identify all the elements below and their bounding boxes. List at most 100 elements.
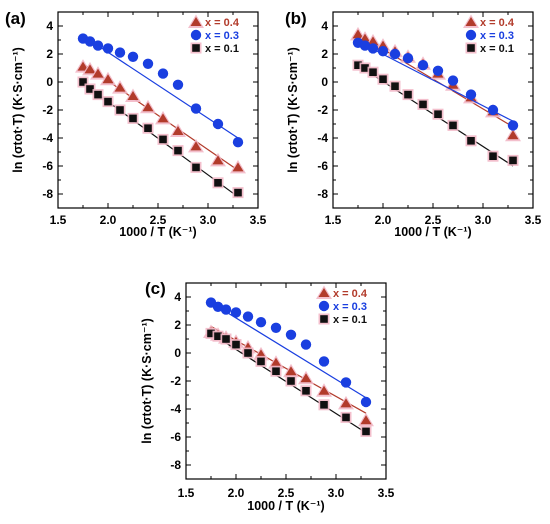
data-point-circle xyxy=(127,51,139,62)
y-tick-label: 0 xyxy=(321,75,328,89)
x-tick-label: 3.0 xyxy=(200,213,217,227)
data-point-square xyxy=(379,75,387,83)
legend-marker-square xyxy=(192,44,200,52)
x-tick-label: 2.0 xyxy=(100,213,117,227)
data-point-circle xyxy=(507,120,519,131)
data-point-circle xyxy=(190,103,202,114)
legend-marker-circle xyxy=(465,29,477,41)
x-tick-label: 2.5 xyxy=(278,486,295,500)
data-point-square xyxy=(86,85,94,93)
data-point-triangle xyxy=(190,141,202,151)
data-point-square xyxy=(509,156,517,165)
data-point-square xyxy=(129,114,137,123)
data-point-circle xyxy=(114,47,126,58)
data-point-triangle xyxy=(340,398,352,408)
x-tick-label: 2.0 xyxy=(375,213,392,227)
panel-1: 1.5 2.0 2.5 3.0 3.5 -8 -6 -4 -2 0 2 4 (b) 1000 / T (K… xyxy=(285,9,542,239)
data-point-triangle xyxy=(270,357,282,367)
legend-marker-triangle xyxy=(465,17,477,26)
data-point-square xyxy=(489,152,497,160)
data-point-square xyxy=(419,100,427,109)
data-point-square xyxy=(361,64,369,72)
legend-marker-triangle xyxy=(190,17,202,26)
legend-label: x = 0.4 xyxy=(205,17,240,29)
legend-label: x = 0.4 xyxy=(480,17,515,29)
data-point-triangle xyxy=(285,366,297,376)
data-point-square xyxy=(207,329,215,338)
y-tick-label: 2 xyxy=(321,47,328,61)
data-point-square xyxy=(174,146,182,155)
y-tick-label: -2 xyxy=(42,103,53,117)
data-point-triangle xyxy=(367,36,379,46)
data-point-triangle xyxy=(318,385,330,395)
legend-label: x = 0.3 xyxy=(480,30,514,42)
data-point-square xyxy=(354,61,362,69)
legend-label: x = 0.4 xyxy=(333,288,368,300)
data-point-circle xyxy=(102,43,114,54)
y-tick-label: -4 xyxy=(170,402,181,416)
data-point-circle xyxy=(255,317,267,328)
y-tick-label: -6 xyxy=(42,159,53,173)
data-point-circle xyxy=(212,118,224,130)
data-point-triangle xyxy=(507,130,519,140)
panel-2: 1.5 2.0 2.5 3.0 3.5 -8 -6 -4 -2 0 2 4 (c) 1000 / T (K… xyxy=(140,279,395,513)
panel-label: (c) xyxy=(145,279,166,298)
data-point-square xyxy=(159,135,167,144)
data-point-triangle xyxy=(114,82,126,92)
data-point-circle xyxy=(359,40,371,51)
x-tick-label: 1.5 xyxy=(178,486,195,500)
data-point-square xyxy=(79,78,87,86)
y-tick-label: -6 xyxy=(170,430,181,444)
y-tick-label: 4 xyxy=(321,19,328,33)
data-point-square xyxy=(144,124,152,132)
legend-marker-square xyxy=(320,315,328,323)
data-point-triangle xyxy=(127,91,139,100)
data-point-square xyxy=(257,357,265,366)
y-tick-label: -4 xyxy=(42,131,53,145)
x-tick-label: 3.5 xyxy=(378,486,395,500)
y-tick-label: 0 xyxy=(174,346,181,360)
legend-label: x = 0.1 xyxy=(480,43,514,55)
y-tick-label: -2 xyxy=(170,374,181,388)
data-point-triangle xyxy=(77,61,89,71)
data-point-triangle xyxy=(157,113,169,123)
data-point-square xyxy=(320,401,328,409)
data-point-circle xyxy=(285,329,297,340)
data-point-circle xyxy=(447,75,459,86)
data-point-circle xyxy=(220,304,232,315)
x-axis-title: 1000 / T (K⁻¹) xyxy=(394,225,471,239)
data-point-circle xyxy=(300,339,312,350)
legend-label: x = 0.1 xyxy=(333,314,367,326)
x-tick-label: 2.0 xyxy=(228,486,245,500)
data-point-square xyxy=(214,332,222,340)
data-point-square xyxy=(449,121,457,130)
data-point-circle xyxy=(232,137,244,148)
x-tick-label: 3.5 xyxy=(250,213,267,227)
data-point-circle xyxy=(172,79,184,91)
y-tick-label: -8 xyxy=(42,187,53,201)
data-point-circle xyxy=(465,89,477,100)
legend-label: x = 0.3 xyxy=(205,30,239,42)
data-point-square xyxy=(116,106,124,114)
data-point-circle xyxy=(487,104,499,116)
legend-marker-triangle xyxy=(318,288,330,297)
x-tick-label: 2.5 xyxy=(150,213,167,227)
panel-label: (a) xyxy=(5,9,26,28)
data-point-square xyxy=(272,367,280,375)
y-tick-label: -2 xyxy=(317,103,328,117)
x-axis-title: 1000 / T (K⁻¹) xyxy=(247,499,324,513)
data-point-circle xyxy=(432,65,444,77)
data-point-square xyxy=(404,90,412,99)
y-tick-label: -4 xyxy=(317,131,328,145)
data-point-circle xyxy=(270,322,282,333)
legend-marker-circle xyxy=(190,29,202,41)
panel-label: (b) xyxy=(285,9,307,28)
legend-marker-square xyxy=(467,44,475,52)
data-point-circle xyxy=(157,68,169,79)
data-point-circle xyxy=(389,48,401,60)
y-tick-label: -8 xyxy=(170,458,181,472)
data-point-triangle xyxy=(212,155,224,165)
data-point-circle xyxy=(212,301,224,312)
data-point-circle xyxy=(318,356,330,367)
data-point-circle xyxy=(377,46,389,57)
